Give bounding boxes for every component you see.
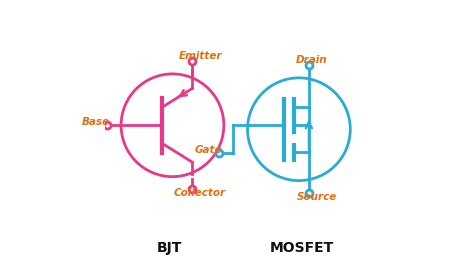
Text: Gate: Gate [194,145,222,155]
Text: Base: Base [82,117,110,127]
Text: Source: Source [297,192,337,202]
Text: Collector: Collector [174,188,226,198]
Text: Drain: Drain [296,55,328,65]
Text: BJT: BJT [157,241,182,255]
Text: Emitter: Emitter [178,51,222,61]
Text: MOSFET: MOSFET [269,241,334,255]
